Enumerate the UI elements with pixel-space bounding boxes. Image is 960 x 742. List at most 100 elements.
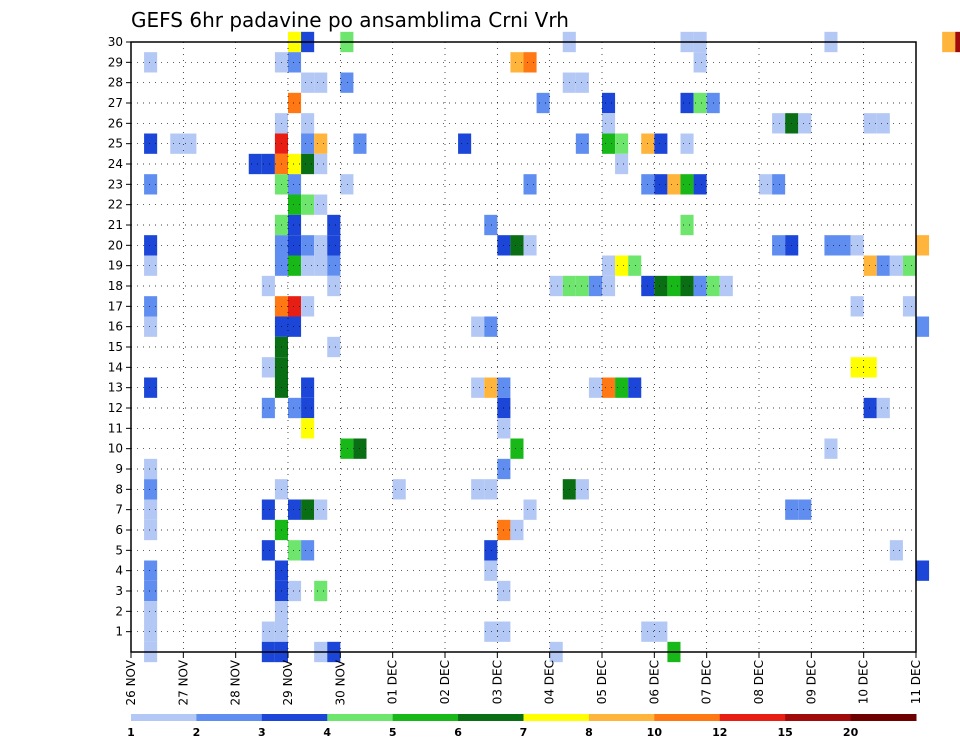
colorbar-label: 10 (647, 726, 663, 739)
heatmap-cell (602, 133, 616, 154)
heatmap-cell (916, 316, 930, 337)
heatmap-cell (248, 153, 262, 175)
heatmap-cell (301, 255, 315, 276)
heatmap-cell (340, 72, 354, 93)
colorbar-label: 1 (127, 726, 135, 739)
heatmap-cell (680, 92, 694, 114)
y-tick-label: 15 (108, 340, 123, 354)
heatmap-cell (654, 275, 668, 297)
colorbar-swatch (588, 714, 655, 721)
heatmap-cell (484, 214, 498, 236)
heatmap-cell (183, 133, 197, 154)
heatmap-cell (615, 133, 629, 154)
x-tick-label: 01 DEC (386, 660, 400, 704)
heatmap-cell (693, 92, 707, 114)
heatmap-cell (301, 113, 315, 134)
heatmap-cell (288, 194, 302, 215)
heatmap-cell (261, 275, 275, 297)
y-tick-label: 29 (108, 55, 123, 69)
y-tick-label: 16 (108, 320, 123, 334)
heatmap-cell (588, 275, 602, 297)
heatmap-cell (916, 560, 930, 581)
x-tick-label: 02 DEC (438, 660, 452, 704)
heatmap-cell (602, 275, 616, 297)
heatmap-cell (314, 499, 328, 520)
colorbar-label: 8 (585, 726, 593, 739)
colorbar-label: 12 (712, 726, 727, 739)
heatmap-cell (144, 519, 158, 541)
x-axis: 26 NOV 27 NOV 28 NOV 29 NOV 30 NOV 01 DEC 02 D… (124, 652, 923, 706)
heatmap-cell (301, 72, 315, 93)
heatmap-cell (484, 540, 498, 561)
heatmap-cell (170, 133, 184, 154)
heatmap-cell (144, 621, 158, 642)
heatmap-cell (484, 316, 498, 337)
y-tick-label: 27 (108, 96, 123, 110)
grid-lines (131, 41, 916, 652)
heatmap-cell (654, 174, 668, 195)
heatmap-cell (314, 255, 328, 276)
heatmap-cell (889, 540, 903, 561)
colorbar-label: 2 (193, 726, 201, 739)
heatmap-cell (523, 174, 537, 195)
colorbar-swatch (850, 714, 917, 721)
y-tick-label: 25 (108, 137, 123, 151)
heatmap-cell (301, 153, 315, 175)
y-tick-label: 19 (108, 259, 123, 273)
heatmap-cell (693, 275, 707, 297)
heatmap-cell (301, 377, 315, 398)
x-tick-label: 28 NOV (229, 659, 243, 705)
y-tick-label: 11 (108, 421, 123, 435)
x-tick-label: 26 NOV (124, 659, 138, 705)
y-tick-label: 12 (108, 401, 123, 415)
x-tick-label: 03 DEC (490, 660, 504, 704)
x-tick-label: 05 DEC (595, 660, 609, 704)
heatmap-cell (288, 174, 302, 195)
colorbar-label: 4 (323, 726, 331, 739)
heatmap-cell (863, 397, 877, 419)
heatmap-cell (902, 296, 916, 317)
heatmap-cell (288, 255, 302, 276)
heatmap-cell (575, 275, 589, 297)
x-tick-label: 11 DEC (909, 660, 923, 704)
x-tick-label: 29 NOV (281, 659, 295, 705)
y-tick-label: 8 (115, 482, 123, 496)
heatmap-cell (654, 621, 668, 642)
y-tick-label: 22 (108, 198, 123, 212)
heatmap-cell (876, 255, 890, 276)
heatmap-cell (902, 255, 916, 276)
heatmap-cell (772, 113, 786, 134)
heatmap-cell (536, 92, 550, 114)
heatmap-cell (680, 174, 694, 195)
heatmap-cell (615, 153, 629, 175)
colorbar-swatch (654, 714, 721, 721)
heatmap-cell (340, 438, 354, 459)
heatmap-cell (667, 174, 681, 195)
colorbar-swatch (196, 714, 263, 721)
heatmap-cell (798, 113, 812, 134)
heatmap-cell (863, 113, 877, 134)
heatmap-cell (144, 377, 158, 398)
heatmap-cell (876, 397, 890, 419)
heatmap-cell (301, 133, 315, 154)
heatmap-cell (288, 580, 302, 602)
heatmap-cell (288, 52, 302, 73)
y-tick-label: 17 (108, 299, 123, 313)
heatmap-cell (510, 235, 524, 256)
heatmap-cell (719, 275, 733, 297)
heatmap-cell (314, 194, 328, 215)
heatmap-cell (510, 438, 524, 459)
y-tick-label: 10 (108, 442, 123, 456)
heatmap-cell (144, 296, 158, 317)
heatmap-cell (863, 255, 877, 276)
heatmap-cell (667, 275, 681, 297)
x-tick-label: 09 DEC (804, 660, 818, 704)
heatmap-cell (288, 499, 302, 520)
x-tick-label: 08 DEC (752, 660, 766, 704)
y-tick-label: 21 (108, 218, 123, 232)
heatmap-cell (615, 255, 629, 276)
colorbar-swatch (719, 714, 786, 721)
heatmap-cell (510, 52, 524, 73)
x-tick-label: 04 DEC (543, 660, 557, 704)
